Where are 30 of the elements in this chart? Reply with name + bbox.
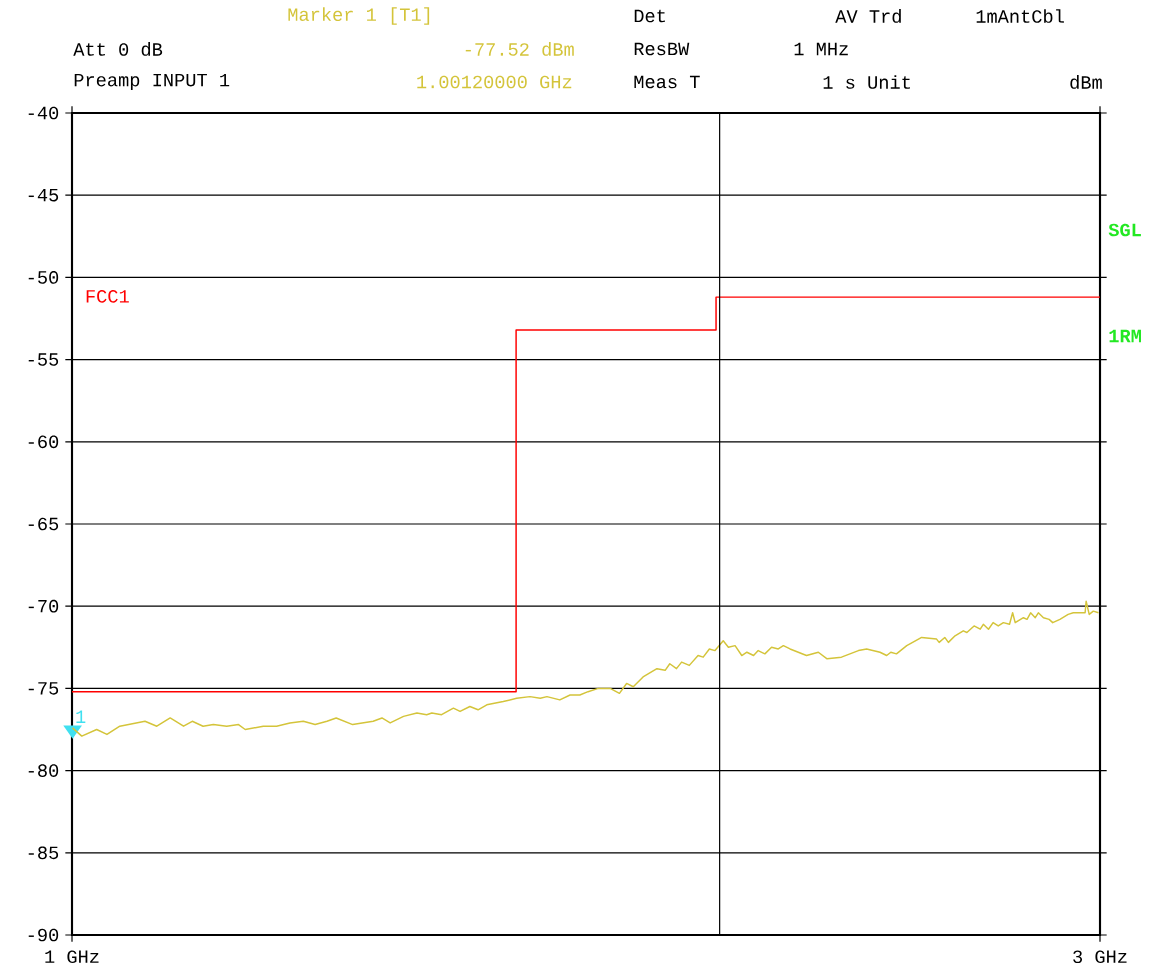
- y-tick-label: -80: [28, 764, 59, 777]
- y-tick-label: -45: [28, 188, 59, 202]
- text: dBm: [1070, 75, 1102, 89]
- y-tick-label: -55: [28, 353, 59, 366]
- text: FCC1: [86, 289, 129, 303]
- text: Meas T: [634, 75, 700, 89]
- text: 1mAntCbl: [976, 9, 1064, 23]
- text: 1 MHz: [794, 42, 848, 56]
- text: Det: [634, 9, 665, 23]
- text: 1RM: [1109, 329, 1141, 343]
- text: 1.00120000 GHz: [417, 75, 572, 89]
- y-tick-label: -60: [28, 435, 59, 449]
- text: Att 0 dB: [73, 42, 163, 56]
- x-tick-label: 1 GHz: [45, 950, 99, 964]
- text: AV Trd: [835, 9, 901, 23]
- y-tick-label: -50: [28, 271, 59, 284]
- text: 1 s Unit: [823, 75, 910, 89]
- text: ResBW: [634, 42, 690, 56]
- y-tick-label: -70: [28, 599, 59, 613]
- text: -77.52 dBm: [465, 42, 574, 56]
- y-tick-label: -65: [28, 517, 59, 531]
- y-tick-label: -75: [28, 682, 59, 695]
- y-tick-label: -90: [28, 928, 59, 942]
- text: Marker 1 [T1]: [288, 7, 430, 25]
- y-tick-label: -40: [28, 106, 59, 120]
- x-tick-label: 3 GHz: [1073, 950, 1127, 964]
- text: Preamp INPUT 1: [74, 73, 230, 91]
- annotation: 1: [76, 710, 86, 723]
- text: SGL: [1108, 223, 1141, 237]
- y-tick-label: -85: [28, 846, 59, 860]
